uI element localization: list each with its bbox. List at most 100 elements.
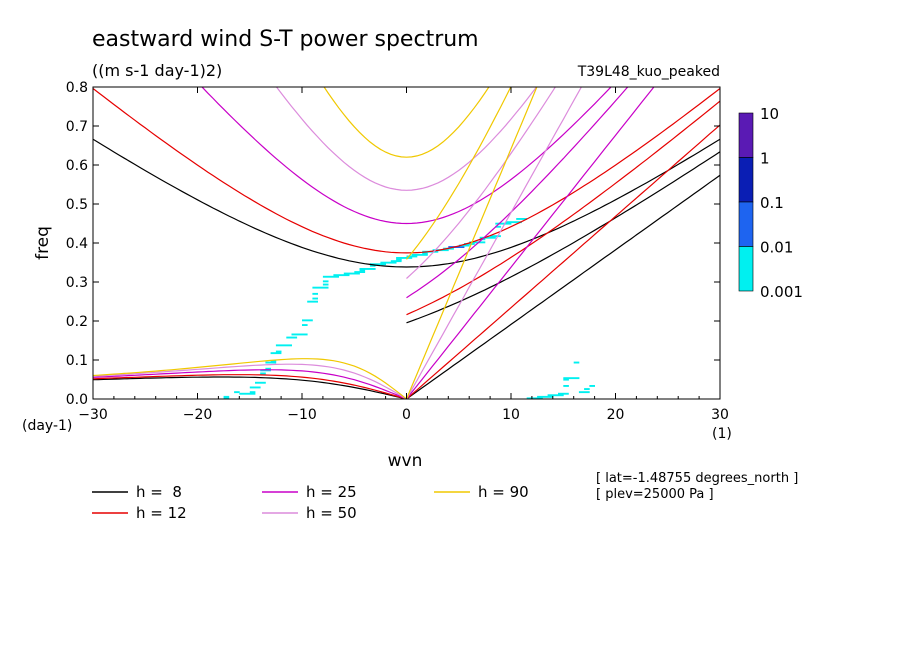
- heatmap-cell: [558, 392, 569, 395]
- gravity-wave-curve: [93, 138, 720, 268]
- heatmap-cell: [302, 324, 308, 326]
- legend-label: h = 90: [478, 483, 529, 501]
- legend: h = 8 h = 12 h = 25 h = 50 h = 90: [92, 483, 529, 522]
- y-tick-label: 0.8: [66, 80, 88, 96]
- y-tick-label: 0.3: [66, 275, 88, 291]
- heatmap-cell: [495, 225, 501, 228]
- heatmap-cell: [490, 235, 501, 238]
- heatmap-cell: [343, 272, 360, 275]
- heatmap-cell: [322, 275, 339, 278]
- heatmap-cell: [307, 300, 318, 303]
- heatmap-cell: [505, 221, 522, 224]
- kelvin-curve: [405, 87, 538, 399]
- colorbar-label: 10: [760, 105, 779, 123]
- x-axis-label: wvn: [388, 451, 423, 471]
- heatmap-cell: [573, 361, 580, 364]
- axes: −30 −20 −10 0 10 20 30 0.0 0.1 0.2 0.3 0.4 0.5 0.6 0.7…: [66, 80, 729, 423]
- legend-label: h = 50: [306, 504, 357, 522]
- y-tick-label: 0.1: [66, 353, 88, 369]
- x-tick-label: 20: [607, 407, 625, 423]
- chart-title: eastward wind S-T power spectrum: [92, 27, 479, 52]
- heatmap-cell: [291, 333, 308, 336]
- x-tick-label: 0: [402, 407, 411, 423]
- heatmap-cell: [333, 274, 350, 277]
- heatmap-cell: [239, 392, 256, 395]
- y-tick-label: 0.0: [66, 392, 88, 408]
- x-tick-label: −20: [183, 407, 213, 423]
- heatmap-cell: [390, 260, 402, 263]
- legend-label: h = 12: [136, 504, 187, 522]
- heatmap-cell: [359, 268, 376, 270]
- heatmap-cell: [312, 286, 329, 289]
- colorbar: 10 1 0.1 0.01 0.001: [738, 105, 803, 301]
- heatmap-cell: [563, 385, 569, 387]
- legend-label: h = 25: [306, 483, 357, 501]
- heatmap-cell: [223, 397, 230, 399]
- heatmap-cell: [526, 397, 543, 399]
- x-unit-label: (1): [712, 426, 732, 442]
- x-tick-label: −30: [78, 407, 108, 423]
- rossby-curve: [93, 363, 407, 399]
- heatmap-cell: [265, 367, 271, 370]
- gravity-wave-curve: [93, 88, 720, 254]
- heatmap-cell: [354, 271, 366, 273]
- heatmap-cell: [369, 264, 376, 267]
- heatmap-cell: [458, 244, 470, 247]
- y-tick-label: 0.4: [66, 236, 88, 252]
- y-unit-label: (day-1): [22, 418, 72, 434]
- latitude-note: [ lat=-1.48755 degrees_north ]: [596, 471, 798, 486]
- heatmap-cell: [270, 360, 277, 362]
- heatmap-cell: [359, 269, 366, 272]
- heatmap-cell: [275, 344, 292, 347]
- rossby-curve: [93, 376, 407, 399]
- heatmap-cell: [563, 377, 580, 380]
- rossby-curve: [93, 358, 407, 399]
- colorbar-swatch: [738, 246, 754, 292]
- y-axis-label: freq: [33, 226, 53, 260]
- heatmap-cell: [369, 263, 386, 266]
- colorbar-label: 1: [760, 150, 770, 168]
- heatmap-cell: [249, 386, 261, 389]
- x-tick-label: 10: [502, 407, 520, 423]
- heatmap-cell: [265, 361, 277, 364]
- heatmap-cell: [396, 258, 402, 261]
- heatmap-cell: [406, 255, 418, 258]
- heatmap-cell: [275, 350, 282, 353]
- heatmap-cell: [322, 280, 329, 283]
- gravity-wave-curve: [275, 87, 538, 191]
- mrg-curve: [406, 87, 512, 260]
- heatmap-cell: [234, 391, 240, 394]
- heatmap-cell: [322, 283, 329, 286]
- colorbar-label: 0.1: [760, 194, 784, 212]
- y-tick-label: 0.5: [66, 197, 88, 213]
- colorbar-swatch: [738, 112, 754, 158]
- mrg-curve: [406, 151, 720, 324]
- rossby-curve: [93, 369, 407, 399]
- heatmap-cell: [396, 257, 413, 259]
- heatmap-cell: [249, 391, 256, 394]
- run-label: T39L48_kuo_peaked: [577, 64, 720, 80]
- x-tick-label: 30: [711, 407, 729, 423]
- heatmap-cell: [312, 297, 318, 300]
- heatmap-cell: [563, 378, 569, 381]
- heatmap-cell: [286, 336, 298, 339]
- heatmap-cell: [422, 252, 428, 255]
- colorbar-swatch: [738, 157, 754, 203]
- dispersion-curves: [93, 87, 720, 399]
- mrg-curve: [406, 87, 629, 299]
- kelvin-curve: [406, 87, 655, 399]
- heatmap-cell: [380, 261, 397, 264]
- heatmap-cell: [479, 236, 496, 239]
- pressure-level-note: [ plev=25000 Pa ]: [596, 487, 714, 502]
- chart-units: ((m s-1 day-1)2): [92, 61, 222, 80]
- heatmap-cell: [411, 253, 428, 256]
- heatmap-cell: [469, 241, 486, 244]
- heatmap-cell: [578, 391, 590, 394]
- heatmap-cell: [516, 218, 527, 220]
- heatmap-cell: [270, 352, 282, 355]
- legend-label: h = 8: [136, 483, 182, 501]
- heatmap-cell: [589, 385, 595, 387]
